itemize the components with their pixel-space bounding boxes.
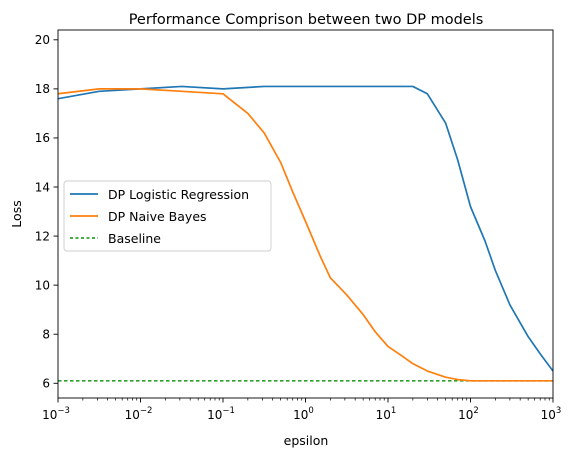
x-tick-exponent: 3	[556, 406, 561, 416]
y-tick-label: 20	[35, 33, 50, 47]
y-axis-label: Loss	[9, 200, 24, 227]
x-tick-label: 103	[541, 406, 562, 422]
y-tick-label: 12	[35, 229, 50, 243]
x-tick-label: 102	[458, 406, 479, 422]
x-tick-exponent: −3	[57, 406, 70, 416]
y-axis: 6 8 10 12 14 16 18 20	[35, 33, 58, 390]
legend-label-naive-bayes: DP Naive Bayes	[108, 209, 207, 224]
y-tick-label: 14	[35, 180, 50, 194]
y-tick-label: 18	[35, 82, 50, 96]
x-tick-exponent: 2	[473, 406, 478, 416]
x-tick-exponent: 0	[308, 406, 313, 416]
legend-label-logistic-regression: DP Logistic Regression	[108, 187, 249, 202]
x-axis-label: epsilon	[284, 433, 329, 448]
legend: DP Logistic Regression DP Naive Bayes Ba…	[64, 181, 271, 251]
x-tick-label: 10−1	[207, 406, 235, 422]
x-tick-exponent: 1	[391, 406, 396, 416]
legend-label-baseline: Baseline	[108, 231, 161, 246]
x-tick-exponent: −2	[140, 406, 153, 416]
y-tick-label: 16	[35, 131, 50, 145]
x-axis: 10−3 10−2 10−1 100 101 102 103	[42, 398, 561, 422]
x-tick-label: 101	[376, 406, 397, 422]
chart-title: Performance Comprison between two DP mod…	[129, 12, 484, 28]
y-tick-label: 10	[35, 278, 50, 292]
y-tick-label: 6	[42, 377, 50, 391]
x-tick-label: 100	[293, 406, 314, 422]
y-tick-label: 8	[42, 328, 50, 342]
x-tick-label: 10−3	[42, 406, 70, 422]
x-tick-exponent: −1	[222, 406, 235, 416]
x-tick-label: 10−2	[125, 406, 153, 422]
